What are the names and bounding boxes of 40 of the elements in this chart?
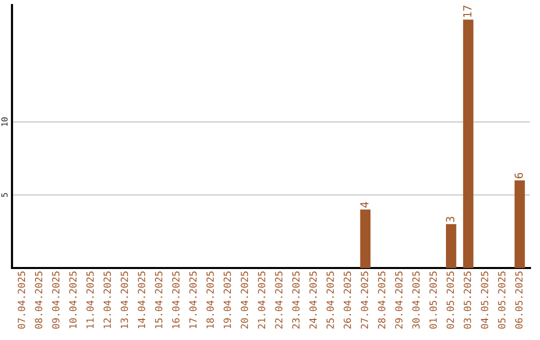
x-tick-label: 19.04.2025 (224, 272, 231, 328)
x-tick-label: 10.04.2025 (69, 272, 77, 328)
data-label: 17 (463, 6, 472, 17)
x-tick-label: 03.05.2025 (464, 272, 472, 329)
x-tick-label: 21.04.2025 (258, 272, 266, 329)
x-tick-label: 08.04.2025 (34, 272, 42, 329)
x-tick-label: 20.04.2025 (240, 272, 248, 329)
y-tick-label: 5 (1, 193, 8, 197)
x-tick-label: 07.04.2025 (18, 272, 26, 329)
x-tick-label: 27.04.2025 (360, 272, 368, 329)
data-label: 6 (514, 172, 523, 178)
x-tick-label: 24.04.2025 (309, 272, 317, 329)
x-tick-label: 12.04.2025 (104, 272, 111, 328)
bar (360, 210, 370, 268)
x-tick-label: 06.05.2025 (515, 272, 523, 329)
bar (463, 20, 474, 268)
x-tick-label: 09.04.2025 (52, 272, 60, 329)
x-tick-label: 22.04.2025 (275, 272, 282, 329)
x-tick-label: 25.04.2025 (326, 272, 334, 329)
x-tick-label: 26.04.2025 (344, 272, 352, 329)
data-label: 4 (360, 202, 368, 208)
x-tick-label: 16.04.2025 (172, 272, 180, 328)
x-tick-label: 05.05.2025 (498, 272, 506, 329)
x-tick-label: 04.05.2025 (480, 272, 488, 329)
y-tick-label: 10 (1, 117, 8, 126)
bar (514, 180, 525, 268)
x-tick-label: 02.05.2025 (446, 272, 454, 329)
x-tick-label: 29.04.2025 (395, 272, 402, 329)
x-tick-label: 14.04.2025 (138, 272, 146, 328)
x-tick-label: 11.04.2025 (86, 272, 94, 328)
x-tick-label: 13.04.2025 (120, 272, 128, 328)
bar (446, 224, 456, 268)
x-tick-label: 23.04.2025 (292, 272, 300, 329)
x-tick-label: 18.04.2025 (206, 272, 214, 328)
data-label: 3 (446, 216, 454, 222)
x-tick-label: 17.04.2025 (189, 272, 197, 328)
x-tick-label: 15.04.2025 (155, 272, 162, 328)
x-tick-label: 28.04.2025 (378, 272, 386, 329)
x-tick-label: 01.05.2025 (429, 272, 437, 329)
x-tick-label: 30.04.2025 (412, 272, 420, 329)
